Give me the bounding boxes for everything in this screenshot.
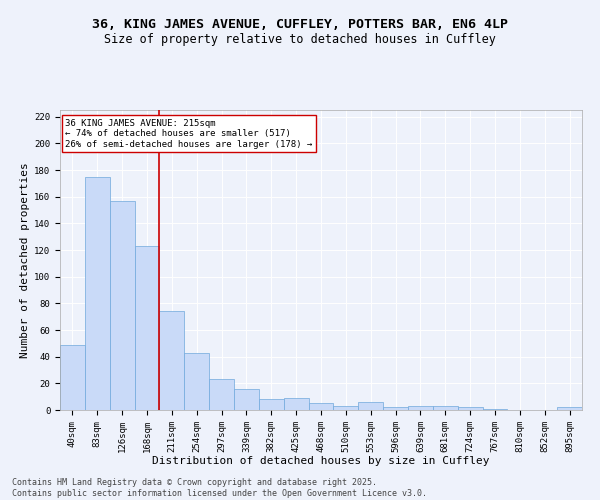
Bar [433, 406, 458, 410]
Bar [408, 406, 433, 410]
X-axis label: Distribution of detached houses by size in Cuffley: Distribution of detached houses by size … [152, 456, 490, 466]
Y-axis label: Number of detached properties: Number of detached properties [20, 162, 30, 358]
Text: 36 KING JAMES AVENUE: 215sqm
← 74% of detached houses are smaller (517)
26% of s: 36 KING JAMES AVENUE: 215sqm ← 74% of de… [65, 119, 313, 149]
Bar [383, 408, 408, 410]
Bar [60, 344, 85, 410]
Bar [110, 200, 134, 410]
Bar [358, 402, 383, 410]
Text: 36, KING JAMES AVENUE, CUFFLEY, POTTERS BAR, EN6 4LP: 36, KING JAMES AVENUE, CUFFLEY, POTTERS … [92, 18, 508, 30]
Bar [134, 246, 160, 410]
Bar [160, 312, 184, 410]
Text: Size of property relative to detached houses in Cuffley: Size of property relative to detached ho… [104, 32, 496, 46]
Bar [557, 408, 582, 410]
Bar [482, 408, 508, 410]
Bar [308, 404, 334, 410]
Bar [259, 400, 284, 410]
Bar [284, 398, 308, 410]
Bar [458, 408, 482, 410]
Bar [184, 352, 209, 410]
Bar [234, 388, 259, 410]
Bar [334, 406, 358, 410]
Bar [85, 176, 110, 410]
Bar [209, 380, 234, 410]
Text: Contains HM Land Registry data © Crown copyright and database right 2025.
Contai: Contains HM Land Registry data © Crown c… [12, 478, 427, 498]
